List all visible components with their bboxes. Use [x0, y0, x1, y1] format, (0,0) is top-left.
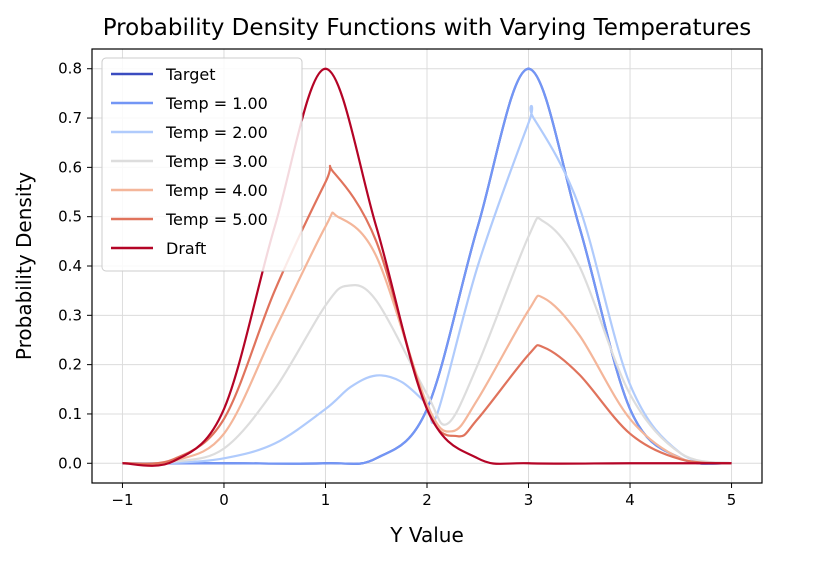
y-tick-label: 0.5 [58, 208, 82, 226]
legend-box [101, 57, 303, 272]
x-tick-label: 5 [727, 491, 737, 509]
y-tick-label: 0.2 [58, 356, 82, 374]
y-axis-label: Probability Density [12, 172, 36, 360]
series-line-1 [122, 67, 732, 465]
legend-label-3: Temp = 3.00 [165, 152, 268, 171]
legend: Target Temp = 1.00 Temp = 2.00 Temp = 3.00 T… [101, 57, 303, 272]
legend-label-2: Temp = 2.00 [165, 123, 268, 142]
legend-label-0: Target [165, 65, 216, 84]
legend-label-5: Temp = 5.00 [165, 210, 268, 229]
y-tick-label: 0.7 [58, 109, 82, 127]
legend-label-6: Draft [166, 239, 206, 258]
chart-title: Probability Density Functions with Varyi… [103, 15, 752, 41]
axis-ticks: −1 0 1 2 3 4 5 0.0 0.1 0.2 0.3 0.4 0.5 0.6 0.7 0.8 [58, 60, 736, 509]
legend-label-1: Temp = 1.00 [165, 94, 268, 113]
legend-label-4: Temp = 4.00 [165, 181, 268, 200]
y-tick-label: 0.8 [58, 60, 82, 78]
y-tick-label: 0.6 [58, 158, 82, 176]
x-tick-label: 4 [625, 491, 635, 509]
x-tick-label: 3 [524, 491, 534, 509]
series-lines [122, 67, 732, 467]
x-tick-label: 2 [422, 491, 432, 509]
y-tick-label: 0.1 [58, 405, 82, 423]
y-tick-label: 0.4 [58, 257, 82, 275]
series-line-3 [122, 216, 732, 465]
x-tick-label: 1 [321, 491, 331, 509]
x-tick-label: −1 [111, 491, 133, 509]
series-line-6 [122, 67, 732, 467]
y-tick-label: 0.0 [58, 454, 82, 472]
y-tick-label: 0.3 [58, 306, 82, 324]
x-tick-label: 0 [219, 491, 229, 509]
series-line-4 [122, 211, 732, 465]
x-axis-label: Y Value [389, 523, 464, 547]
